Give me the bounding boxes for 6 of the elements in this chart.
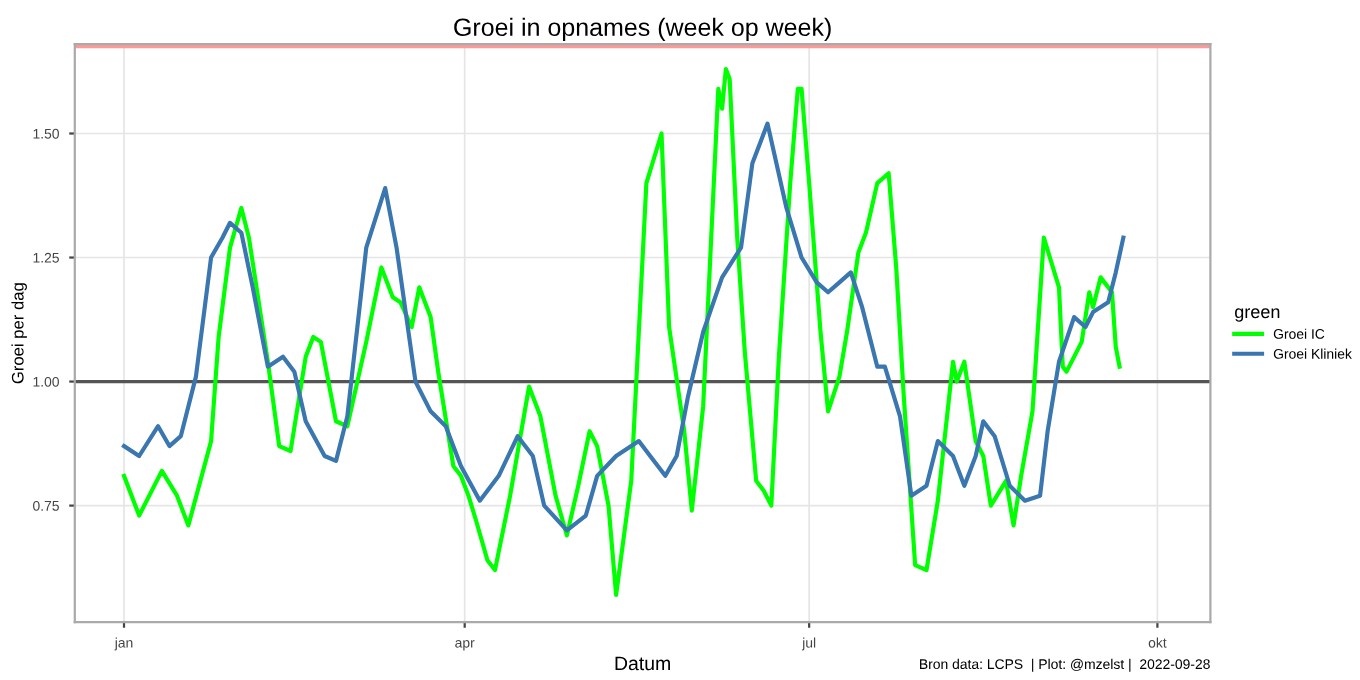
line-series — [121, 121, 1126, 533]
line-series — [121, 66, 1122, 597]
y-axis-title: Groei per dag — [11, 283, 27, 384]
legend-title: green — [1235, 308, 1280, 322]
chart-title: Groei in opnames (week op week) — [454, 17, 831, 42]
x-axis-title: Datum — [615, 656, 670, 671]
